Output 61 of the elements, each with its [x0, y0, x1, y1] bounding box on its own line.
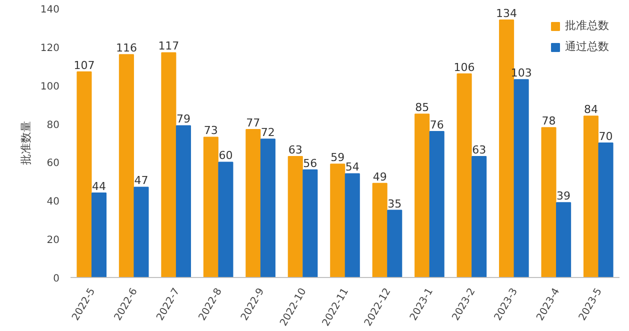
- data-label: 35: [388, 197, 402, 210]
- data-label: 63: [288, 143, 302, 156]
- bar: [598, 142, 614, 278]
- bar: [76, 71, 92, 278]
- bar: [91, 192, 107, 278]
- data-label: 49: [372, 170, 387, 184]
- bar: [541, 127, 556, 278]
- y-tick-label: 100: [40, 81, 60, 92]
- y-tick-label: 60: [46, 158, 60, 170]
- bar: [260, 138, 276, 278]
- bar: [118, 54, 134, 278]
- y-tick-label: 40: [46, 196, 60, 208]
- data-label: 63: [472, 143, 486, 156]
- bar: [203, 136, 218, 278]
- data-label: 117: [158, 40, 180, 53]
- bar: [218, 162, 234, 278]
- bar: [556, 202, 572, 278]
- bar: [161, 52, 176, 278]
- y-tick-label: 0: [53, 274, 60, 284]
- data-label: 84: [584, 103, 598, 116]
- data-label: 39: [556, 190, 571, 203]
- data-label: 134: [496, 7, 518, 20]
- data-label: 106: [454, 60, 475, 74]
- data-label: 73: [204, 124, 218, 138]
- bar: [583, 116, 599, 278]
- legend-label: 批准总数: [565, 18, 609, 33]
- data-label: 59: [330, 151, 345, 164]
- bar: [302, 169, 318, 278]
- bar: [472, 156, 487, 278]
- bar: [456, 73, 472, 278]
- data-label: 85: [415, 101, 430, 114]
- data-label: 60: [218, 149, 233, 162]
- bar: [372, 182, 388, 278]
- data-label: 54: [345, 160, 360, 174]
- bar: [288, 156, 303, 278]
- bar: [330, 164, 346, 278]
- y-axis-title: 批准数量: [19, 121, 32, 165]
- bar: [514, 79, 529, 278]
- data-label: 77: [246, 116, 260, 130]
- data-label: 70: [598, 130, 613, 143]
- data-label: 76: [430, 118, 444, 132]
- y-tick-label: 80: [46, 120, 60, 131]
- legend-label: 通过总数: [565, 39, 609, 54]
- data-label: 47: [134, 174, 148, 188]
- bar: [414, 114, 430, 278]
- bar: [387, 210, 402, 278]
- bar: [344, 173, 360, 278]
- bar: [246, 129, 261, 278]
- data-label: 56: [303, 156, 318, 170]
- bar: [429, 130, 444, 278]
- bar: [176, 125, 191, 278]
- data-label: 116: [116, 42, 137, 55]
- y-tick-label: 20: [46, 235, 60, 246]
- data-label: 78: [542, 114, 556, 128]
- data-label: 79: [176, 112, 190, 126]
- y-tick-label: 140: [40, 4, 60, 16]
- data-label: 72: [260, 126, 275, 140]
- bar: [134, 186, 149, 278]
- data-label: 107: [74, 58, 95, 72]
- y-tick-label: 120: [40, 42, 60, 54]
- data-label: 44: [92, 180, 106, 193]
